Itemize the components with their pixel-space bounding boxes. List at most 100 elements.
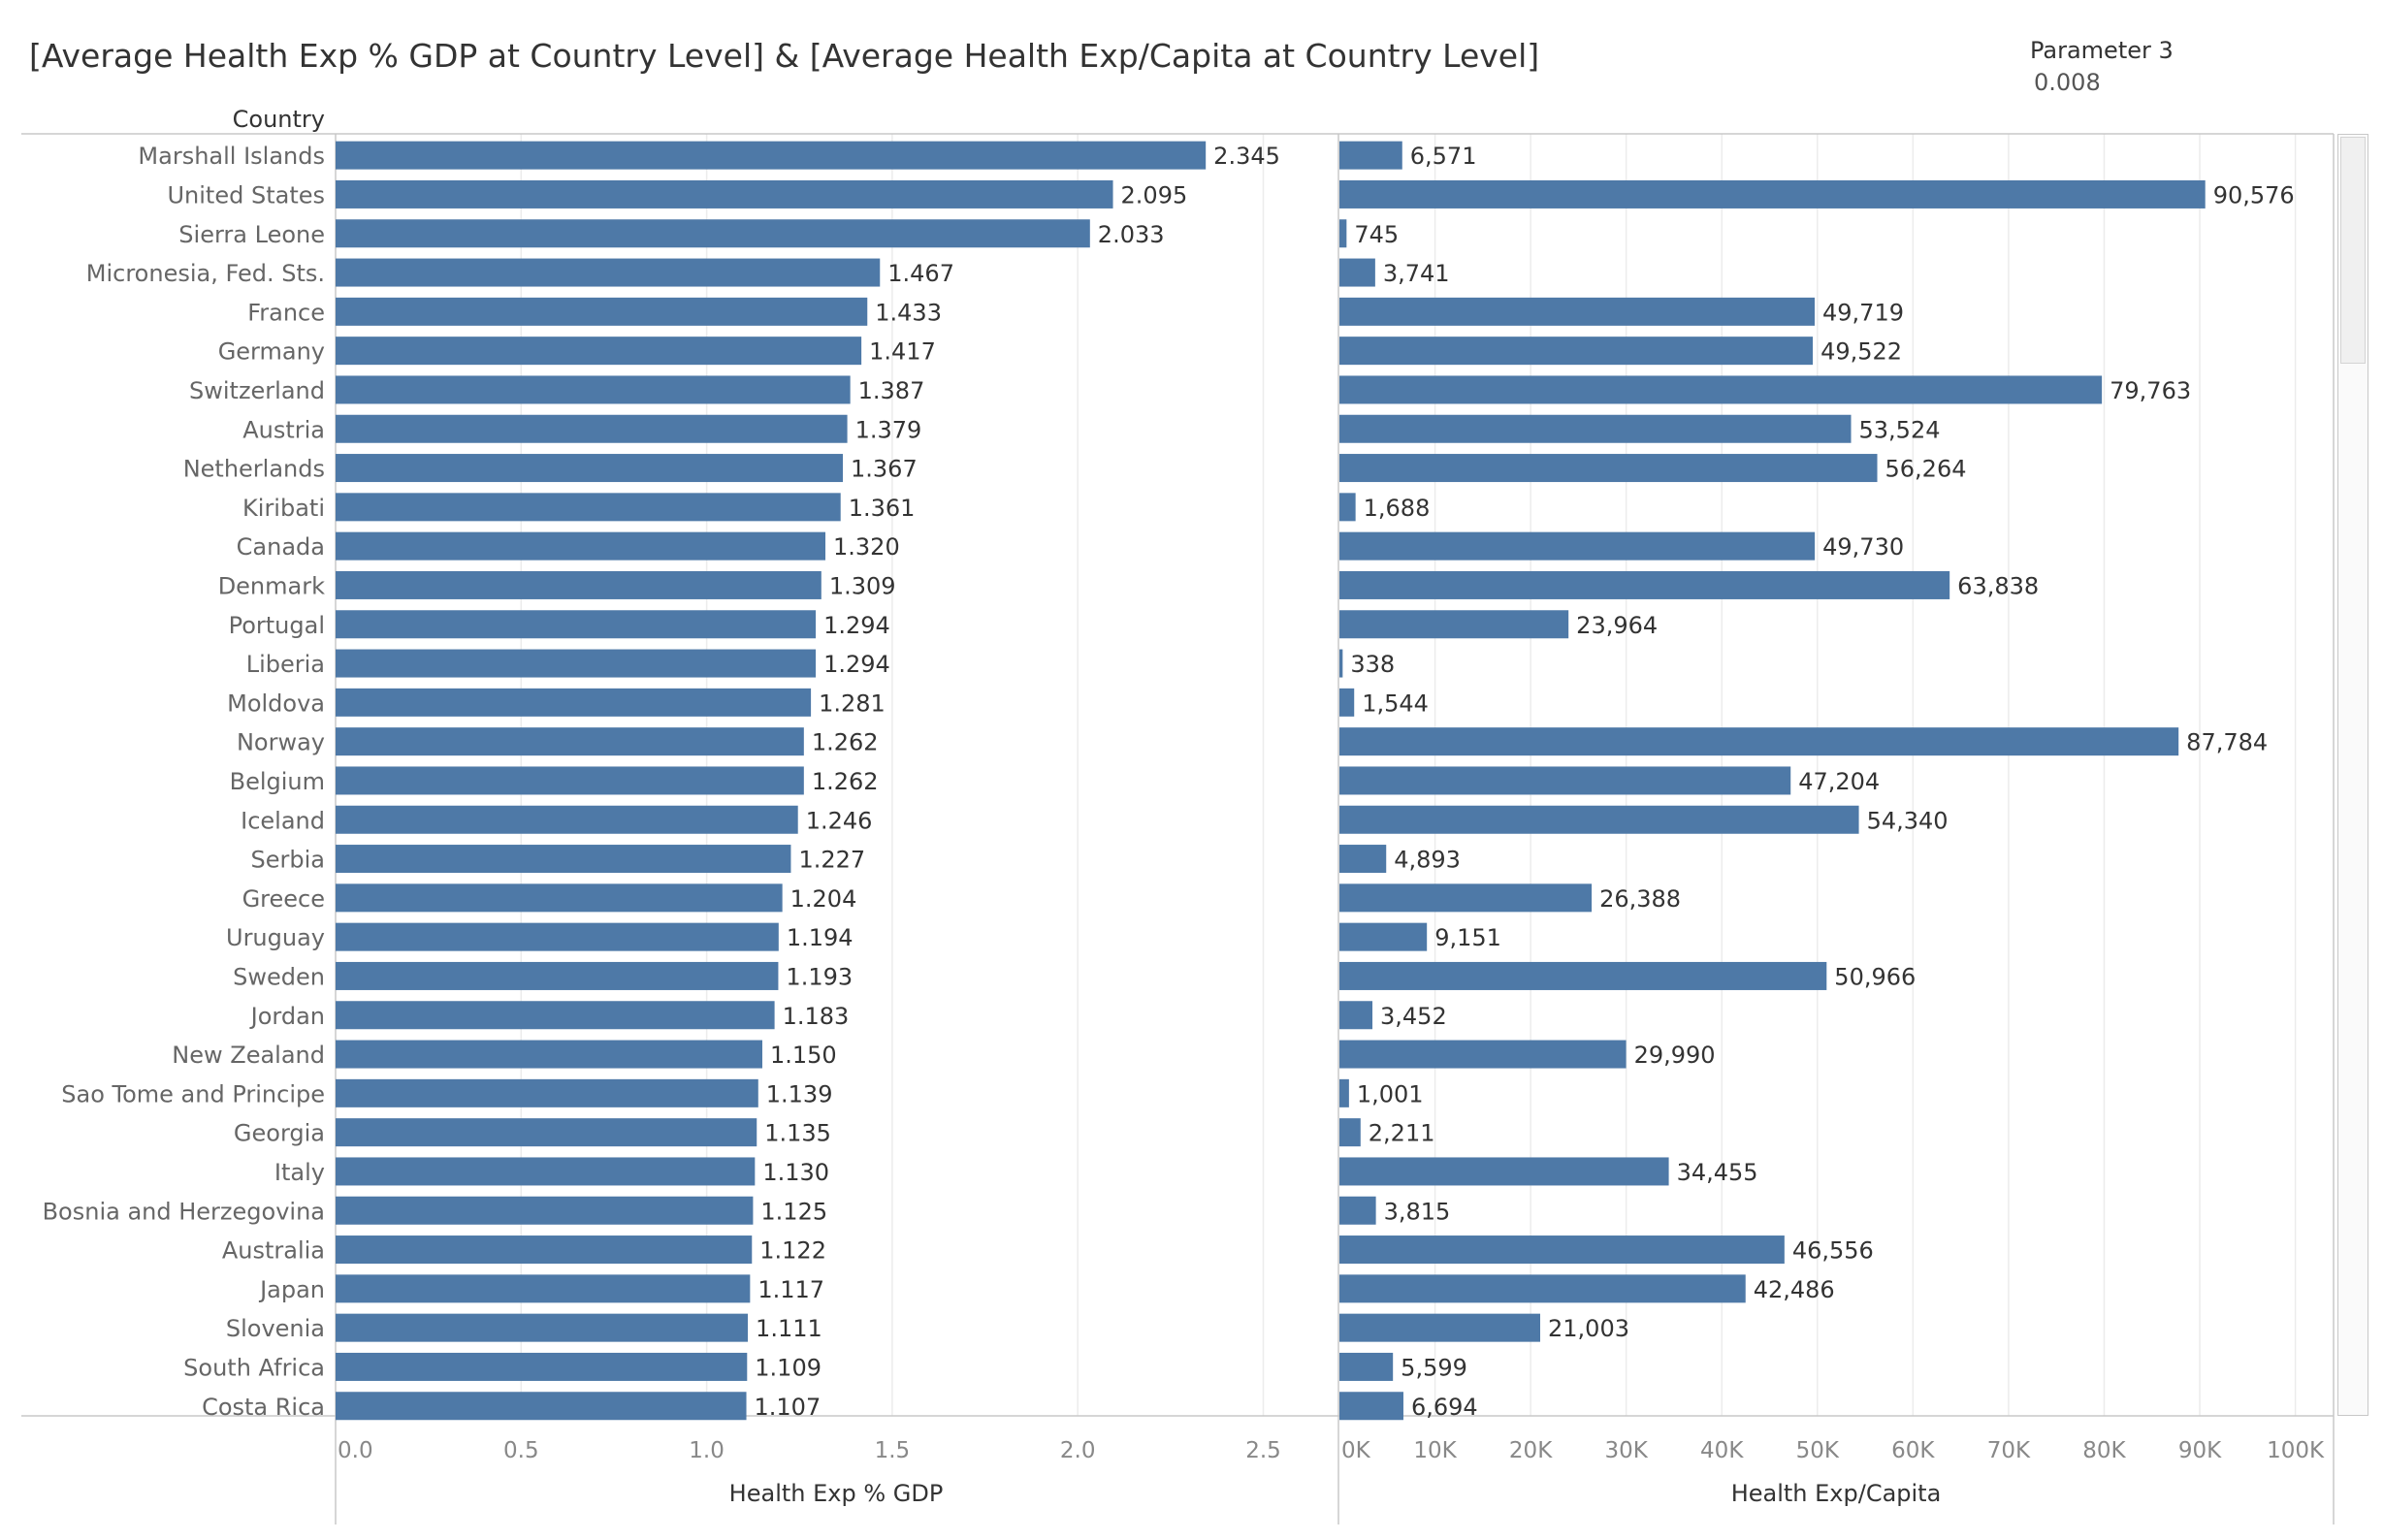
bar[interactable]	[1339, 727, 2179, 756]
bar[interactable]	[1339, 1352, 1394, 1381]
bar[interactable]	[1339, 337, 1814, 366]
data-label: 1.125	[760, 1198, 827, 1225]
bar[interactable]	[1339, 141, 1402, 170]
bar[interactable]	[336, 805, 798, 834]
bar[interactable]	[1339, 961, 1827, 990]
bar[interactable]	[336, 570, 822, 599]
bar[interactable]	[1339, 1157, 1669, 1186]
bar[interactable]	[336, 1274, 751, 1303]
category-label: Moldova	[227, 690, 325, 717]
tick-label: 70K	[1987, 1438, 2031, 1463]
bar[interactable]	[1339, 845, 1387, 874]
bar[interactable]	[336, 649, 817, 678]
bar[interactable]	[336, 1078, 758, 1107]
bar[interactable]	[336, 297, 868, 326]
bar[interactable]	[336, 610, 817, 639]
bar[interactable]	[1339, 1392, 1403, 1421]
bar[interactable]	[1339, 688, 1355, 717]
bar[interactable]	[336, 219, 1090, 248]
category-label: Slovenia	[226, 1315, 325, 1342]
bar[interactable]	[1339, 297, 1816, 326]
data-label: 1.361	[849, 495, 916, 522]
bar[interactable]	[1339, 570, 1950, 599]
tick-label: 50K	[1796, 1438, 1840, 1463]
data-label: 1.294	[823, 651, 890, 678]
bar[interactable]	[1339, 414, 1852, 443]
data-label: 1.367	[851, 456, 918, 483]
data-label: 1.227	[798, 847, 865, 874]
series-health-exp-capita: 6,571 90,576 745 3,741 49,719 49,522 79,763 53,…	[1339, 141, 2295, 1421]
bar[interactable]	[1339, 1313, 1541, 1342]
scrollbar-thumb[interactable]	[2340, 137, 2366, 364]
bar[interactable]	[336, 1157, 756, 1186]
bar[interactable]	[1339, 1118, 1361, 1147]
bar[interactable]	[336, 454, 844, 483]
parameter-value[interactable]: 0.008	[2034, 69, 2101, 96]
bar[interactable]	[336, 414, 848, 443]
data-label: 49,719	[1822, 299, 1904, 326]
tick-label: 1.5	[875, 1438, 911, 1463]
data-label: 1.281	[819, 690, 886, 717]
bar[interactable]	[336, 179, 1113, 209]
bar[interactable]	[336, 922, 779, 951]
bar[interactable]	[1339, 1001, 1373, 1030]
bar[interactable]	[336, 1040, 762, 1069]
parameter-label: Parameter 3	[2030, 37, 2174, 64]
category-label: Canada	[237, 533, 325, 561]
bar[interactable]	[1339, 805, 1859, 834]
bar[interactable]	[336, 337, 862, 366]
bar[interactable]	[336, 141, 1207, 170]
bar[interactable]	[1339, 922, 1428, 951]
bar[interactable]	[1339, 493, 1356, 522]
bar[interactable]	[1339, 1196, 1376, 1225]
bar[interactable]	[1339, 179, 2206, 209]
bar[interactable]	[1339, 531, 1816, 561]
data-label: 2.345	[1213, 143, 1280, 170]
bar[interactable]	[336, 845, 791, 874]
bar[interactable]	[1339, 649, 1343, 678]
category-label: Germany	[218, 338, 325, 366]
category-label: Georgia	[234, 1120, 325, 1147]
data-label: 49,522	[1820, 338, 1902, 366]
bar[interactable]	[336, 1235, 753, 1265]
bar[interactable]	[1339, 219, 1347, 248]
bar[interactable]	[1339, 1274, 1746, 1303]
category-label: Marshall Islands	[138, 143, 325, 170]
bar[interactable]	[336, 258, 881, 287]
bar[interactable]	[336, 961, 779, 990]
chart-title: [Average Health Exp % GDP at Country Lev…	[29, 37, 1540, 75]
bar[interactable]	[1339, 766, 1791, 795]
bar[interactable]	[1339, 1040, 1627, 1069]
bar[interactable]	[336, 531, 826, 561]
bar[interactable]	[336, 1392, 747, 1421]
bar[interactable]	[336, 1352, 748, 1381]
bar[interactable]	[336, 1313, 749, 1342]
tick-label: 1.0	[689, 1438, 725, 1463]
bar[interactable]	[336, 1001, 775, 1030]
bar[interactable]	[336, 727, 804, 756]
data-label: 1.320	[833, 533, 900, 561]
vertical-scrollbar[interactable]	[2337, 134, 2368, 1416]
bar[interactable]	[336, 493, 841, 522]
data-label: 63,838	[1957, 572, 2039, 599]
bar[interactable]	[1339, 610, 1569, 639]
category-label: Liberia	[246, 651, 325, 678]
bar[interactable]	[336, 766, 804, 795]
data-label: 54,340	[1867, 807, 1949, 834]
bar[interactable]	[1339, 454, 1878, 483]
bar[interactable]	[336, 375, 851, 404]
tick-label: 2.5	[1245, 1438, 1281, 1463]
data-label: 29,990	[1634, 1042, 1716, 1069]
axis-ticks: 0.0 0.5 1.0 1.5 2.0 2.5 0K 10K 20K 30K 40K 50K 60K 70…	[338, 1438, 2325, 1463]
bar[interactable]	[1339, 258, 1375, 287]
bar[interactable]	[336, 1118, 757, 1147]
bar[interactable]	[1339, 1235, 1785, 1265]
bar[interactable]	[336, 688, 812, 717]
bar[interactable]	[1339, 883, 1593, 913]
bar[interactable]	[1339, 1078, 1349, 1107]
bar[interactable]	[336, 1196, 754, 1225]
bar[interactable]	[336, 883, 783, 913]
bar[interactable]	[1339, 375, 2103, 404]
tick-label: 2.0	[1060, 1438, 1096, 1463]
